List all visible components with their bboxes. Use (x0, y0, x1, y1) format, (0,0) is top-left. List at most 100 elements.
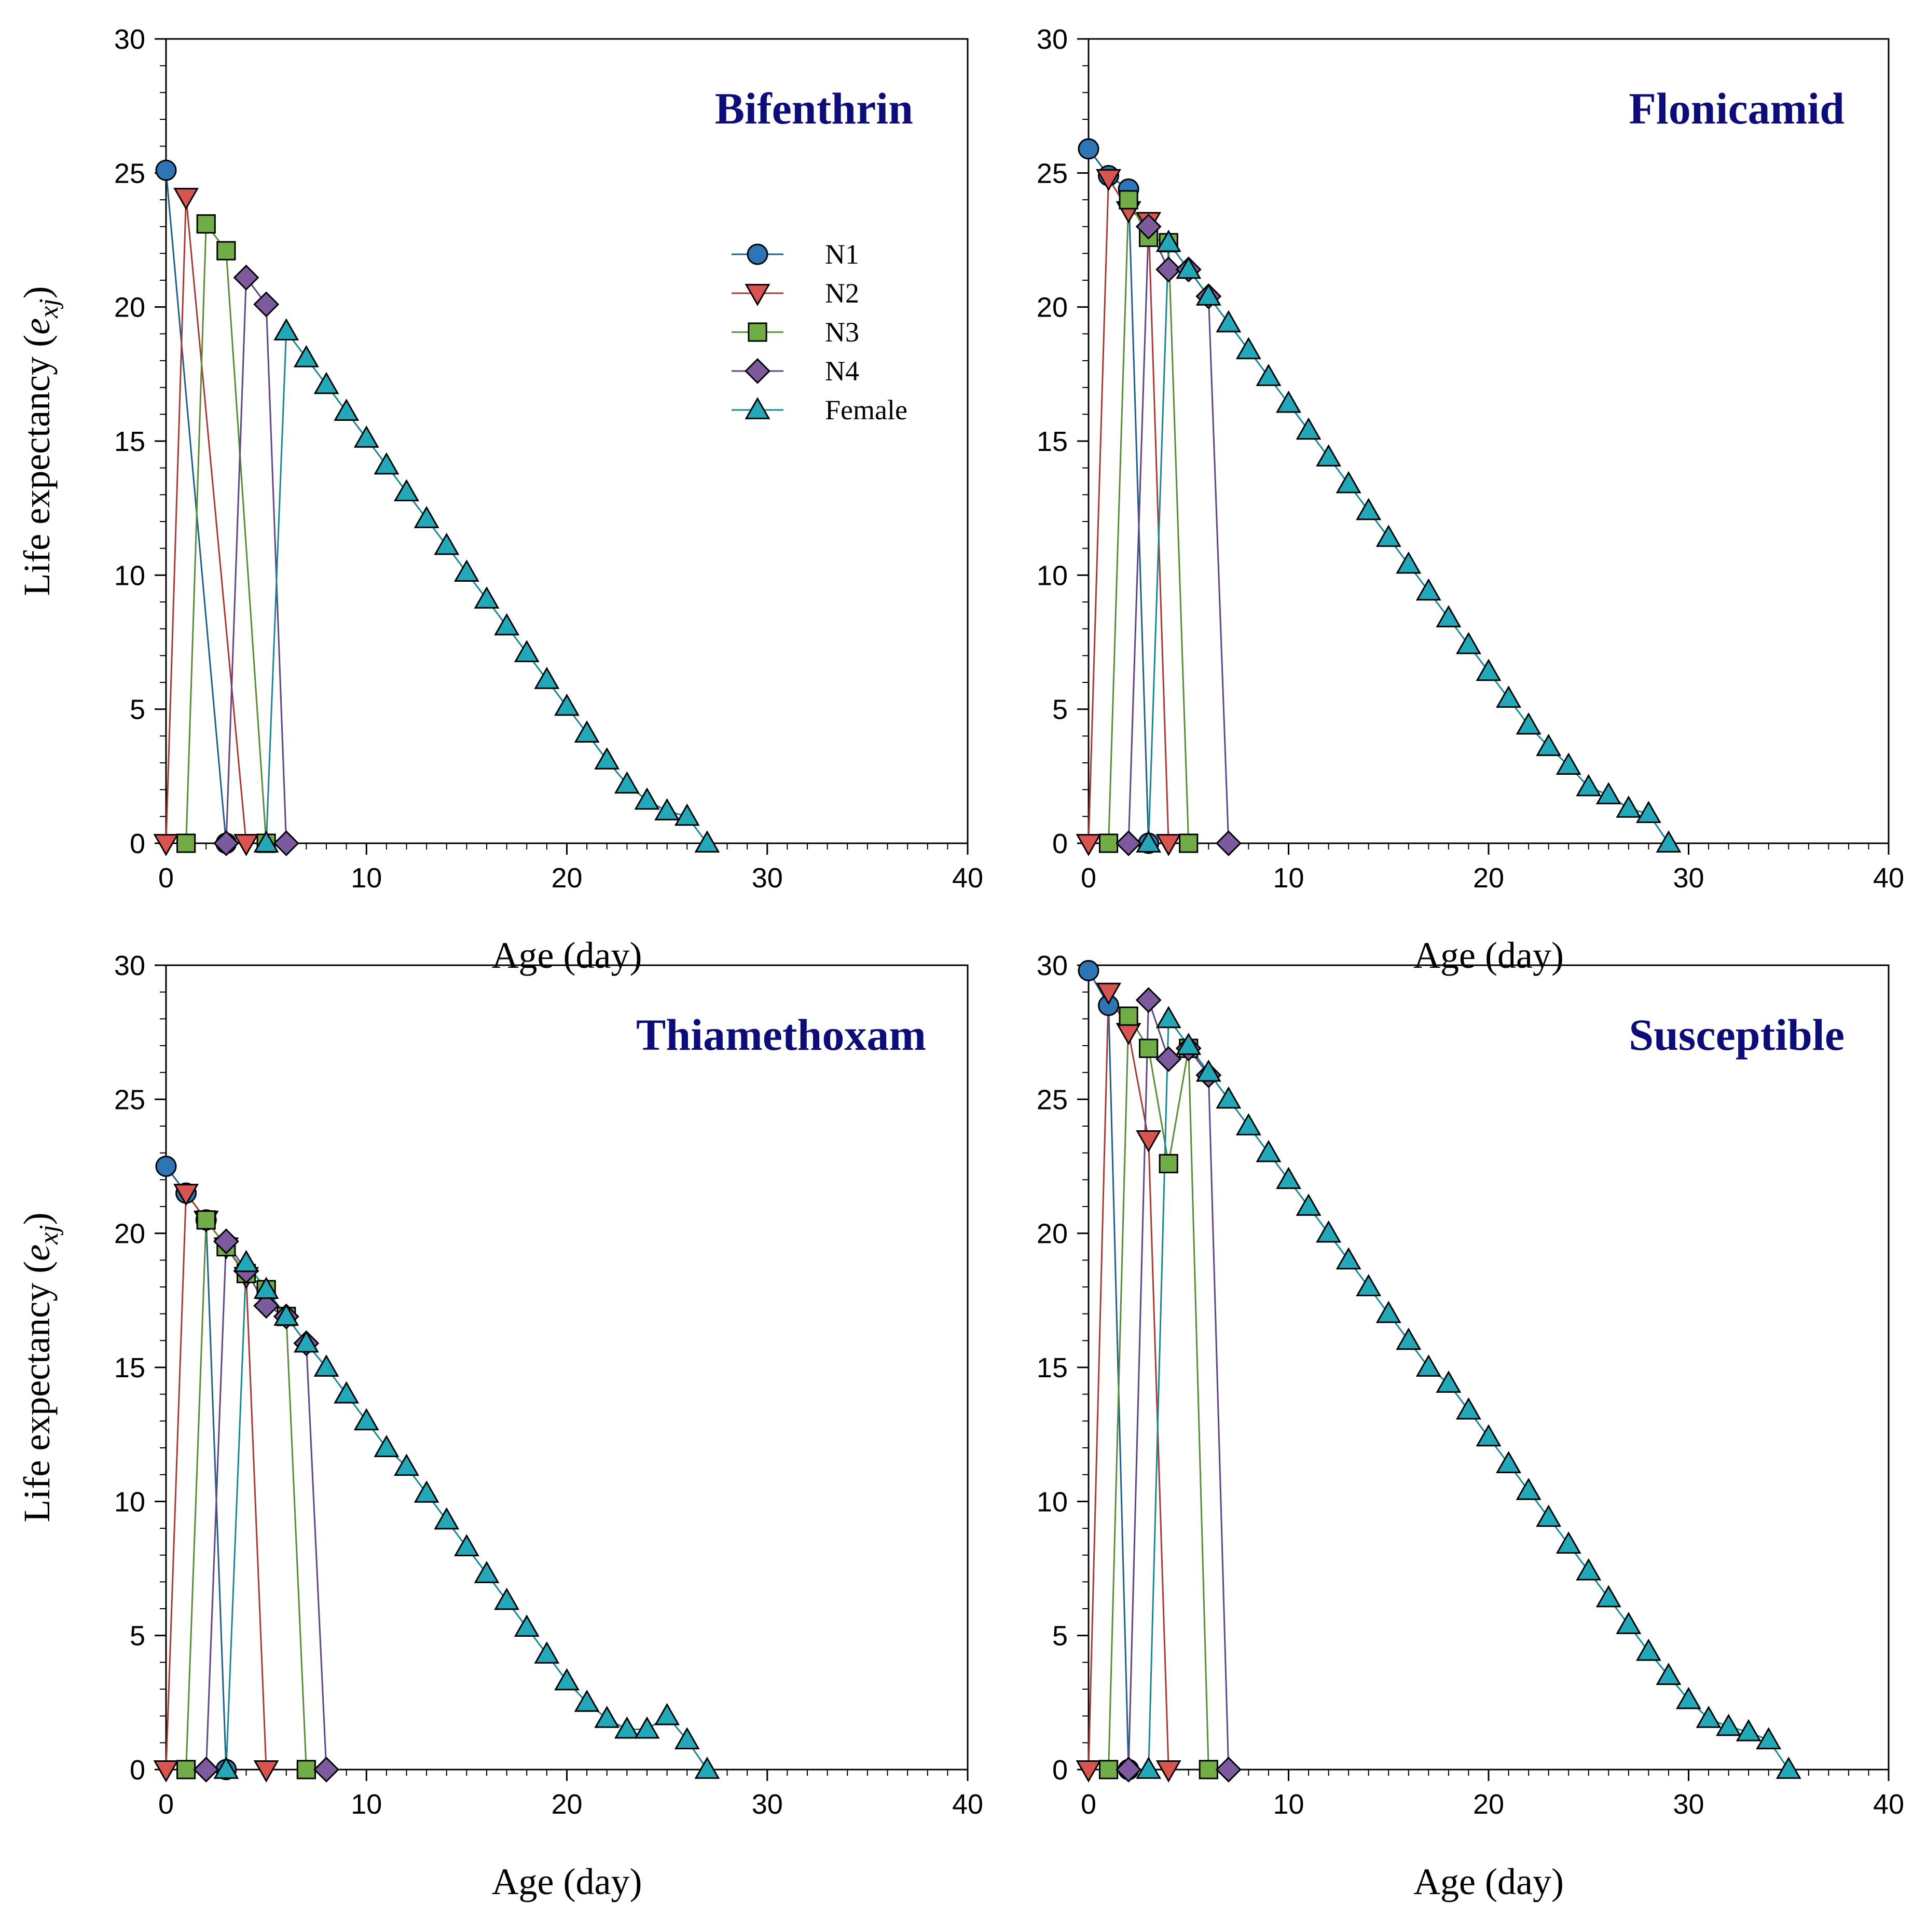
data-point-n3 (216, 241, 236, 261)
data-point-n3 (1159, 1154, 1178, 1173)
x-tick-label: 20 (1473, 1789, 1504, 1820)
data-point-female (494, 1587, 520, 1610)
data-point-female (374, 1435, 400, 1457)
y-tick-label: 25 (114, 1084, 145, 1115)
y-tick-label: 10 (1037, 1486, 1068, 1517)
panel-title: Flonicamid (1629, 84, 1845, 133)
data-point-female (1456, 632, 1481, 654)
data-point-female (1556, 1531, 1581, 1554)
data-point-female (474, 586, 500, 609)
data-point-n4 (1135, 987, 1162, 1013)
y-tick-label: 20 (114, 1218, 145, 1250)
data-point-female (253, 830, 279, 853)
data-point-female (1195, 1059, 1221, 1082)
legend-marker-n1 (747, 243, 768, 265)
chart-panel-susceptible: 0 10 20 30 40 0 5 10 15 20 25 30 Age (day) Susceptibl… (1037, 950, 1904, 1902)
series-line-n4 (205, 1239, 327, 1770)
data-point-female (1136, 1757, 1162, 1779)
data-point-n2 (1096, 982, 1121, 1005)
data-point-n2 (253, 1760, 279, 1783)
data-point-female (574, 1689, 600, 1712)
data-point-female (293, 1330, 319, 1353)
data-point-female (1536, 1504, 1562, 1527)
y-tick-label: 5 (130, 694, 145, 725)
data-point-female (334, 1381, 360, 1404)
data-point-female (1235, 337, 1261, 360)
data-point-female (1456, 1397, 1481, 1420)
data-point-female (374, 452, 400, 475)
data-point-female (1676, 1687, 1701, 1709)
legend-label: N4 (825, 355, 859, 387)
legend-marker-n3 (748, 322, 767, 342)
series-line-n2 (1088, 991, 1169, 1770)
series-line-n3 (185, 222, 267, 844)
legend-label: N1 (825, 239, 859, 270)
data-point-female (293, 345, 319, 367)
x-axis-title: Age (day) (1413, 1861, 1564, 1902)
y-tick-label: 5 (1052, 694, 1068, 725)
y-tick-label: 20 (114, 292, 145, 323)
data-point-female (514, 1614, 540, 1637)
data-point-female (474, 1560, 500, 1583)
data-point-female (1136, 830, 1162, 853)
data-point-n2 (1136, 1130, 1162, 1153)
data-point-female (1696, 1705, 1722, 1728)
data-point-n3 (1199, 1760, 1218, 1779)
data-point-n4 (273, 830, 299, 856)
data-point-n3 (1098, 833, 1119, 853)
data-point-female (434, 1507, 460, 1530)
data-point-female (353, 1408, 379, 1431)
data-point-female (674, 1727, 700, 1750)
data-point-female (1316, 444, 1342, 467)
data-point-female (1576, 774, 1602, 797)
data-point-n4 (233, 264, 259, 291)
x-tick-label: 10 (1273, 1789, 1304, 1820)
data-point-female (694, 830, 720, 853)
data-point-female (634, 787, 660, 810)
data-point-female (1436, 1371, 1462, 1393)
data-point-n3 (296, 1760, 316, 1779)
data-point-female (1336, 471, 1361, 494)
data-point-female (313, 372, 339, 394)
data-point-n3 (176, 1760, 196, 1779)
data-point-n4 (1215, 830, 1242, 856)
data-point-female (614, 1716, 640, 1739)
data-point-female (1176, 256, 1202, 279)
y-tick-label: 15 (1037, 1352, 1068, 1383)
x-tick-label: 40 (1873, 862, 1904, 894)
data-point-female (1656, 830, 1682, 853)
series-line-n2 (1088, 175, 1169, 844)
series-line-n3 (1108, 1013, 1209, 1770)
data-point-n4 (1135, 213, 1162, 240)
x-axis-title: Age (day) (492, 1861, 642, 1902)
data-point-n4 (213, 1228, 239, 1255)
chart-panel-thiamethoxam: 0 10 20 30 40 0 5 10 15 20 25 30 Age (day) Life expec… (16, 950, 983, 1902)
data-point-female (1155, 229, 1181, 252)
y-tick-label: 20 (1037, 1218, 1068, 1250)
data-point-female (1635, 801, 1661, 824)
panel-title: Thiamethoxam (636, 1010, 926, 1060)
data-point-female (574, 720, 600, 743)
y-tick-label: 15 (114, 426, 145, 457)
data-point-female (514, 640, 540, 663)
data-point-n1 (155, 1156, 177, 1177)
data-point-n3 (1098, 1760, 1119, 1779)
y-tick-label: 5 (1052, 1621, 1068, 1652)
data-point-female (1396, 1327, 1422, 1350)
data-point-n2 (1116, 1023, 1141, 1046)
data-point-female (534, 1641, 560, 1664)
series-line-n3 (185, 1217, 307, 1770)
data-point-n2 (1155, 834, 1181, 856)
data-point-female (594, 1705, 620, 1728)
y-tick-label: 0 (1052, 828, 1068, 859)
y-tick-label: 15 (114, 1352, 145, 1383)
data-point-female (434, 532, 460, 555)
data-point-n2 (1155, 1760, 1181, 1783)
data-point-female (1296, 1194, 1322, 1216)
data-point-female (1276, 1167, 1301, 1189)
data-point-female (1216, 310, 1242, 333)
data-point-female (1356, 498, 1382, 520)
x-tick-label: 0 (1081, 862, 1096, 894)
data-point-female (253, 1277, 279, 1299)
